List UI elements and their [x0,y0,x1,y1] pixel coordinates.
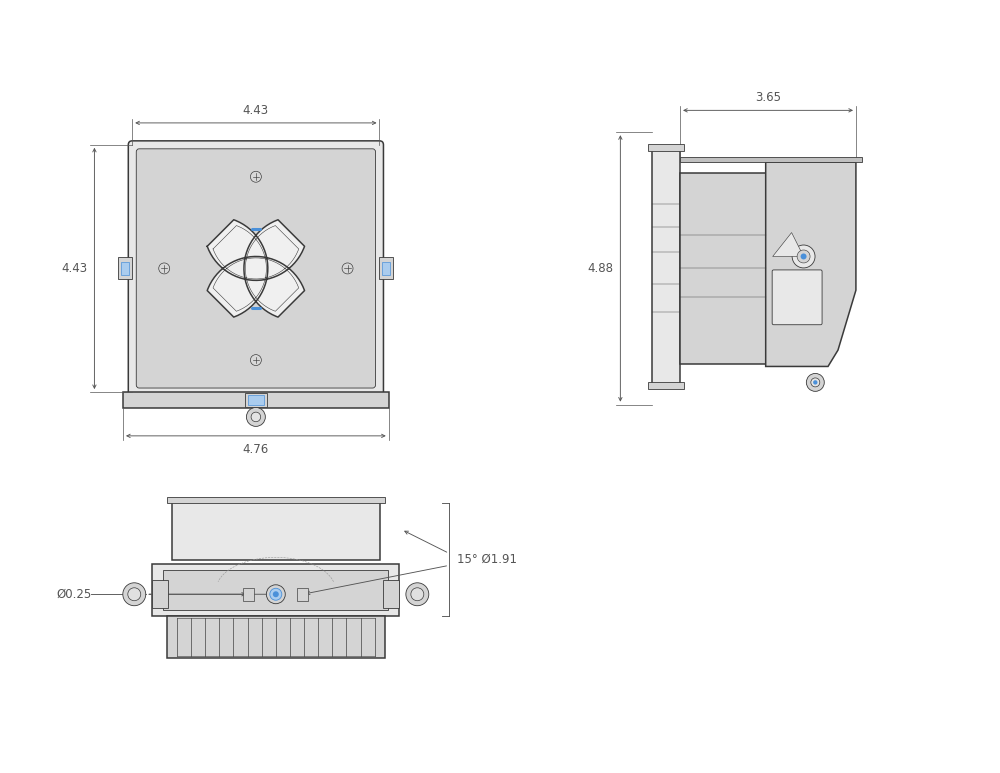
Bar [163,570,388,610]
FancyBboxPatch shape [772,270,822,325]
Bar [245,393,267,407]
Circle shape [342,263,353,274]
Circle shape [797,250,810,263]
Bar [297,588,308,601]
Circle shape [123,583,146,606]
Bar [652,147,680,386]
Bar [248,395,264,405]
Circle shape [266,585,285,604]
Circle shape [411,587,424,601]
Circle shape [128,587,141,601]
FancyBboxPatch shape [128,141,383,396]
Polygon shape [207,220,305,317]
Circle shape [159,263,170,274]
Text: 4.76: 4.76 [243,443,269,456]
Text: Ø0.25: Ø0.25 [56,587,91,601]
Circle shape [250,355,261,366]
Circle shape [270,588,282,600]
Circle shape [792,245,815,268]
Bar [121,262,129,275]
Polygon shape [773,233,804,257]
Circle shape [246,407,265,427]
Bar [172,499,380,560]
Bar [680,157,862,162]
Circle shape [250,172,261,182]
Circle shape [273,591,279,598]
Bar [383,581,399,608]
Bar [118,257,132,279]
Bar [648,383,684,390]
Bar [382,262,390,275]
FancyBboxPatch shape [136,149,375,388]
Circle shape [811,378,820,386]
Bar [167,616,385,658]
Bar [167,496,385,502]
Bar [379,257,393,279]
Text: 4.43: 4.43 [243,104,269,117]
Text: 4.43: 4.43 [61,262,87,275]
Text: 15° Ø1.91: 15° Ø1.91 [457,553,517,566]
Bar [243,588,254,601]
Text: 4.88: 4.88 [587,262,613,275]
Circle shape [251,412,261,422]
Circle shape [406,583,429,606]
Bar [152,564,399,616]
Bar [680,172,766,364]
Circle shape [813,380,818,385]
Circle shape [801,254,807,260]
Text: 3.65: 3.65 [755,91,781,104]
Bar [648,144,684,151]
Polygon shape [766,162,856,366]
Circle shape [806,373,824,391]
Bar [152,581,168,608]
Bar [123,392,389,408]
